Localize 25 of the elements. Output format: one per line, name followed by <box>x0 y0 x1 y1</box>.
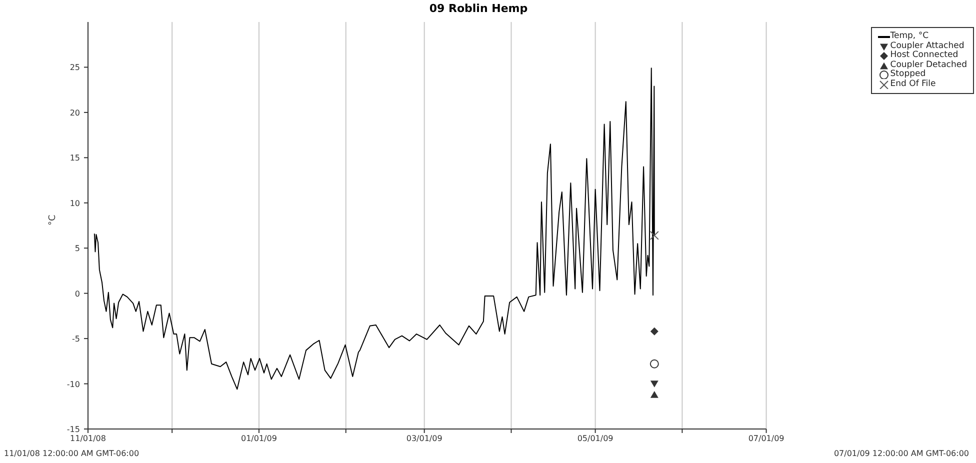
legend-label: Stopped <box>890 69 926 80</box>
x-tick-label: 03/01/09 <box>406 434 442 443</box>
x-tick-label: 05/01/09 <box>577 434 614 443</box>
y-tick-label: 5 <box>74 244 80 254</box>
y-tick-label: 25 <box>70 63 80 72</box>
text: 11/01/08 12:00:00 AM GMT-06:00 <box>4 449 140 458</box>
y-tick-label: -10 <box>66 380 80 389</box>
x-tick-label: 01/01/09 <box>241 434 277 443</box>
legend-label: Coupler Detached <box>890 60 967 70</box>
x-tick-label: 07/01/09 <box>748 434 784 443</box>
chart-title: 09 Roblin Hemp <box>428 2 529 15</box>
y-axis-title: °C <box>48 214 58 226</box>
legend-label: Temp, °C <box>890 31 929 42</box>
y-tick-label: 20 <box>70 108 80 118</box>
legend-label: Host Connected <box>890 50 958 60</box>
y-tick-label: 10 <box>70 198 80 208</box>
legend-label: End Of File <box>890 78 936 89</box>
y-tick-label: -5 <box>72 334 80 344</box>
text: 07/01/09 12:00:00 AM GMT-06:00 <box>834 449 969 458</box>
x-tick-label: 11/01/08 <box>70 434 106 443</box>
y-tick-label: 0 <box>74 289 80 298</box>
y-tick-label: -15 <box>66 425 80 434</box>
y-tick-label: 15 <box>70 154 80 163</box>
line-series <box>94 68 655 390</box>
legend-label: Coupler Attached <box>890 40 964 50</box>
